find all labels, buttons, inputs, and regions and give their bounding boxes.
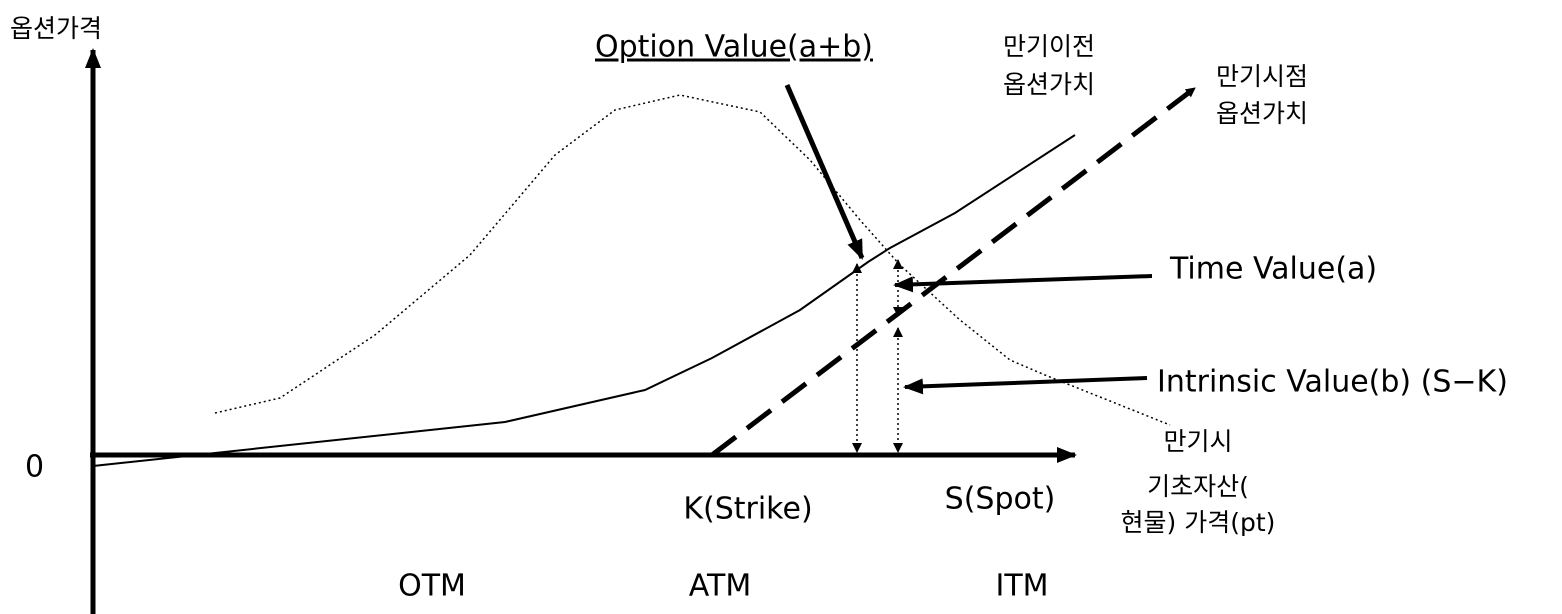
zone-label: OTM xyxy=(398,569,466,604)
zero-label: 0 xyxy=(25,450,44,485)
option-value-curve xyxy=(92,134,1076,467)
option-value-arrow xyxy=(784,84,865,260)
x-axis-label: 만기시 xyxy=(1163,427,1232,456)
zone-label: ITM xyxy=(995,569,1048,604)
x-axis-label: 현물) 가격(pt) xyxy=(1121,508,1276,537)
time-value-curve xyxy=(214,94,1171,426)
expiry-payoff-line xyxy=(710,86,1197,457)
before-expiry-label: 옵션가치 xyxy=(1003,70,1095,99)
zone-label: ATM xyxy=(689,569,751,604)
intrinsic-value-label: Intrinsic Value(b) (S−K) xyxy=(1157,365,1508,400)
time-value-label: Time Value(a) xyxy=(1169,252,1377,287)
option-value-label: Option Value(a+b) xyxy=(595,30,873,65)
y-axis-label: 옵션가격 xyxy=(10,14,102,43)
at-expiry-label: 옵션가치 xyxy=(1216,99,1308,128)
spot-label: S(Spot) xyxy=(945,482,1056,517)
before-expiry-label: 만기이전 xyxy=(1003,32,1095,61)
strike-label: K(Strike) xyxy=(683,492,812,527)
x-axis-label: 기초자산( xyxy=(1147,472,1249,501)
intrinsic-value-arrow xyxy=(903,376,1148,395)
time-value-arrow xyxy=(893,274,1153,293)
at-expiry-label: 만기시점 xyxy=(1216,62,1308,91)
